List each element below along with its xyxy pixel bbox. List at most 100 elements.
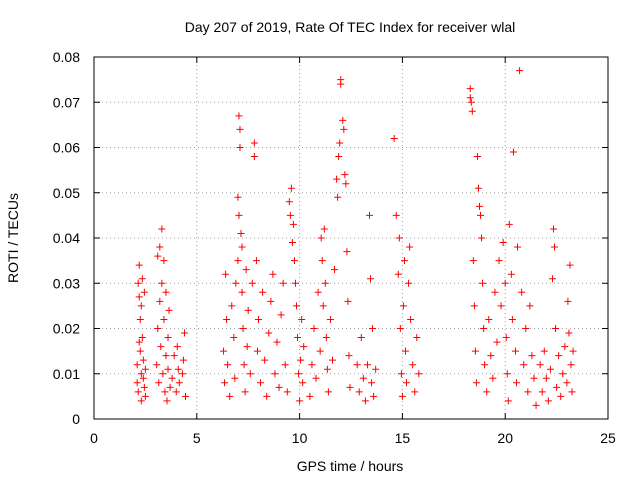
data-point-plus — [530, 374, 538, 382]
data-point-plus — [478, 234, 486, 242]
data-point-plus — [178, 370, 186, 378]
data-point-plus — [321, 279, 329, 287]
data-point-plus — [320, 225, 328, 233]
data-point-plus — [568, 388, 576, 396]
data-point-plus — [157, 343, 165, 351]
data-point-plus — [297, 356, 305, 364]
data-point-plus — [290, 257, 298, 265]
data-point-plus — [337, 80, 345, 88]
data-point-plus — [138, 334, 146, 342]
data-point-plus — [172, 388, 180, 396]
data-point-plus — [163, 397, 171, 405]
y-tick-label: 0.06 — [53, 140, 80, 156]
data-point-plus — [469, 257, 477, 265]
data-point-plus — [164, 334, 172, 342]
data-point-plus — [473, 153, 481, 161]
data-point-plus — [283, 388, 291, 396]
data-point-plus — [397, 370, 405, 378]
data-point-plus — [228, 302, 236, 310]
data-point-plus — [221, 379, 229, 387]
data-point-plus — [259, 288, 267, 296]
y-tick-label: 0.03 — [53, 275, 80, 291]
data-point-plus — [237, 229, 245, 237]
data-point-plus — [491, 288, 499, 296]
data-point-plus — [239, 325, 247, 332]
data-point-plus — [495, 257, 503, 265]
data-point-plus — [294, 334, 302, 342]
data-point-plus — [179, 356, 187, 364]
data-point-plus — [137, 370, 145, 378]
data-point-plus — [401, 347, 409, 355]
data-point-plus — [317, 234, 325, 242]
data-point-plus — [269, 270, 277, 278]
data-points — [133, 67, 577, 409]
data-point-plus — [331, 266, 339, 274]
x-tick-label: 5 — [193, 430, 201, 446]
data-point-plus — [170, 352, 178, 360]
data-point-plus — [524, 388, 532, 396]
x-tick-label: 25 — [600, 430, 616, 446]
data-point-plus — [236, 125, 244, 133]
data-point-plus — [154, 252, 162, 260]
data-point-plus — [306, 392, 314, 400]
data-point-plus — [363, 361, 371, 369]
chart-title: Day 207 of 2019, Rate Of TEC Index for r… — [185, 19, 515, 35]
data-point-plus — [392, 211, 400, 219]
data-point-plus — [159, 370, 167, 378]
data-point-plus — [134, 388, 142, 396]
data-point-plus — [275, 383, 283, 391]
data-point-plus — [336, 139, 344, 147]
data-point-plus — [367, 275, 375, 283]
data-point-plus — [243, 343, 251, 351]
data-point-plus — [340, 125, 348, 133]
data-point-plus — [359, 374, 367, 382]
data-point-plus — [323, 365, 331, 373]
data-point-plus — [158, 225, 166, 233]
data-point-plus — [287, 184, 295, 192]
data-point-plus — [326, 315, 334, 323]
data-point-plus — [139, 374, 147, 382]
data-point-plus — [361, 397, 369, 405]
data-point-plus — [158, 279, 166, 287]
data-point-plus — [346, 383, 354, 391]
data-point-plus — [369, 325, 377, 332]
data-point-plus — [165, 306, 173, 314]
data-point-plus — [240, 361, 248, 369]
data-point-plus — [236, 144, 244, 151]
data-point-plus — [322, 334, 330, 342]
data-point-plus — [472, 379, 480, 387]
data-point-plus — [551, 243, 559, 251]
data-point-plus — [368, 379, 376, 387]
data-point-plus — [314, 288, 322, 296]
data-point-plus — [223, 315, 231, 323]
data-point-plus — [394, 270, 402, 278]
data-point-plus — [226, 392, 234, 400]
data-point-plus — [563, 379, 571, 387]
data-point-plus — [544, 397, 552, 405]
data-point-plus — [328, 356, 336, 364]
data-point-plus — [479, 279, 487, 287]
data-point-plus — [265, 329, 273, 337]
data-point-plus — [501, 279, 509, 287]
data-point-plus — [487, 352, 495, 360]
data-point-plus — [135, 261, 143, 269]
data-point-plus — [224, 361, 232, 369]
data-point-plus — [291, 279, 299, 287]
data-point-plus — [246, 370, 254, 378]
data-point-plus — [161, 388, 169, 396]
data-point-plus — [344, 297, 352, 305]
data-point-plus — [257, 379, 265, 387]
data-point-plus — [139, 356, 147, 364]
y-tick-label: 0.04 — [53, 230, 80, 246]
data-point-plus — [411, 388, 419, 396]
data-point-plus — [403, 379, 411, 387]
data-point-plus — [153, 361, 161, 369]
data-point-plus — [489, 374, 497, 382]
data-point-plus — [565, 329, 573, 337]
data-point-plus — [137, 302, 145, 310]
data-point-plus — [566, 261, 574, 269]
data-point-plus — [308, 361, 316, 369]
data-point-plus — [310, 325, 318, 332]
data-point-plus — [286, 211, 294, 219]
